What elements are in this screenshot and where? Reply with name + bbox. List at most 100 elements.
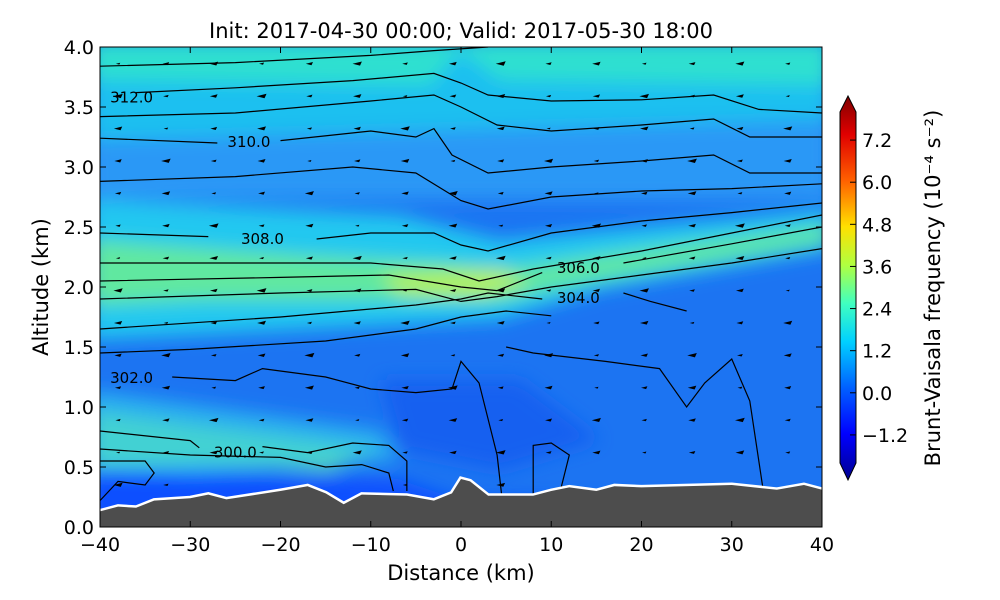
field-shading xyxy=(100,47,822,527)
x-tick-label: −20 xyxy=(260,534,300,556)
wind-arrow xyxy=(735,288,744,293)
wind-arrow xyxy=(400,158,410,163)
wind-arrow xyxy=(592,94,601,98)
x-tick-label: −30 xyxy=(170,534,210,556)
contour-line xyxy=(532,442,570,495)
wind-arrow xyxy=(352,255,362,261)
wind-arrow xyxy=(783,320,793,325)
wind-arrow xyxy=(353,321,361,325)
wind-arrow xyxy=(209,94,218,98)
wind-arrow xyxy=(209,288,218,293)
wind-arrow xyxy=(592,61,601,66)
contour-line xyxy=(100,310,552,354)
wind-arrow xyxy=(400,126,410,131)
wind-arrow xyxy=(783,126,793,131)
wind-arrow xyxy=(353,94,362,98)
wind-arrow xyxy=(448,418,458,422)
contour-line xyxy=(505,346,764,492)
colorbar-tick-label: 4.8 xyxy=(862,214,892,236)
wind-arrow xyxy=(450,159,456,162)
wind-arrow xyxy=(352,61,362,66)
wind-arrow xyxy=(639,288,649,293)
wind-arrow xyxy=(114,159,122,163)
wind-arrow xyxy=(355,419,360,422)
wind-arrow xyxy=(305,256,313,260)
wind-arrow xyxy=(305,62,313,66)
wind-arrow xyxy=(210,321,218,325)
wind-arrow xyxy=(735,94,744,98)
contour-line xyxy=(623,226,822,264)
wind-arrow xyxy=(355,224,360,227)
wind-arrow xyxy=(735,255,745,260)
wind-arrow xyxy=(259,256,264,260)
wind-arrow xyxy=(401,385,409,390)
wind-arrow xyxy=(639,126,649,131)
terrain xyxy=(100,479,822,527)
colorbar-tick-label: 1.2 xyxy=(862,341,892,363)
wind-arrow xyxy=(592,256,601,260)
wind-arrow xyxy=(210,354,217,357)
wind-arrow xyxy=(544,385,553,390)
wind-arrow xyxy=(641,62,647,65)
colorbar-ticks: 7.2 6.0 4.8 3.6 2.4 1.2 0.0 −1.2 xyxy=(850,130,908,447)
wind-arrow xyxy=(544,353,554,358)
contour-line xyxy=(100,272,543,292)
wind-arrow xyxy=(545,256,552,260)
wind-arrow xyxy=(593,159,600,163)
wind-arrow xyxy=(785,95,790,98)
wind-arrow xyxy=(306,127,312,130)
wind-arrow xyxy=(257,320,266,325)
wind-arrow xyxy=(401,418,409,422)
wind-arrow xyxy=(161,385,171,390)
colorbar-tick-label: 6.0 xyxy=(862,172,892,194)
wind-arrow xyxy=(115,224,121,227)
wind-arrow xyxy=(498,419,504,422)
wind-arrow xyxy=(641,386,648,390)
wind-arrow xyxy=(737,192,743,195)
wind-arrow xyxy=(448,223,458,228)
wind-arrow xyxy=(353,288,362,293)
contour-label: 306.0 xyxy=(557,259,600,277)
wind-arrow xyxy=(210,126,218,130)
wind-arrow xyxy=(258,224,265,227)
wind-arrow xyxy=(400,353,410,358)
wind-arrow xyxy=(448,61,457,66)
wind-arrow xyxy=(449,256,457,260)
wind-arrow xyxy=(113,288,123,293)
wind-arrow xyxy=(208,417,219,423)
y-tick-label: 0.0 xyxy=(64,517,94,539)
contour-line xyxy=(100,460,155,502)
wind-arrow xyxy=(161,353,171,358)
wind-arrow xyxy=(640,191,648,195)
x-tick-label: 20 xyxy=(629,534,653,556)
wind-arrow xyxy=(497,386,504,389)
wind-arrow xyxy=(546,127,551,130)
y-tick-label: 1.0 xyxy=(64,397,94,419)
wind-arrow xyxy=(113,320,123,325)
wind-arrow xyxy=(545,94,552,98)
wind-arrow xyxy=(496,93,506,98)
wind-arrow xyxy=(402,95,408,98)
wind-arrow xyxy=(687,158,697,163)
wind-arrow xyxy=(546,322,551,324)
wind-arrow xyxy=(115,418,121,422)
wind-arrow xyxy=(592,288,600,293)
wind-arrow xyxy=(162,62,170,66)
wind-arrow xyxy=(497,159,505,163)
y-axis-label: Altitude (km) xyxy=(29,218,53,356)
y-tick-label: 0.5 xyxy=(64,457,94,479)
wind-arrow xyxy=(498,224,504,227)
contour-line xyxy=(100,47,489,67)
wind-arrow xyxy=(210,159,217,163)
contour-label: 304.0 xyxy=(557,289,600,307)
wind-arrow xyxy=(209,61,219,66)
wind-arrow xyxy=(401,224,409,228)
wind-arrow xyxy=(114,386,122,390)
wind-arrow xyxy=(496,126,505,131)
wind-arrow xyxy=(544,191,553,196)
wind-arrow xyxy=(402,256,408,260)
x-axis-label: Distance (km) xyxy=(387,561,535,585)
wind-arrow xyxy=(163,127,169,130)
colorbar-tick-label: 7.2 xyxy=(862,130,892,152)
contour-label: 300.0 xyxy=(214,444,257,462)
